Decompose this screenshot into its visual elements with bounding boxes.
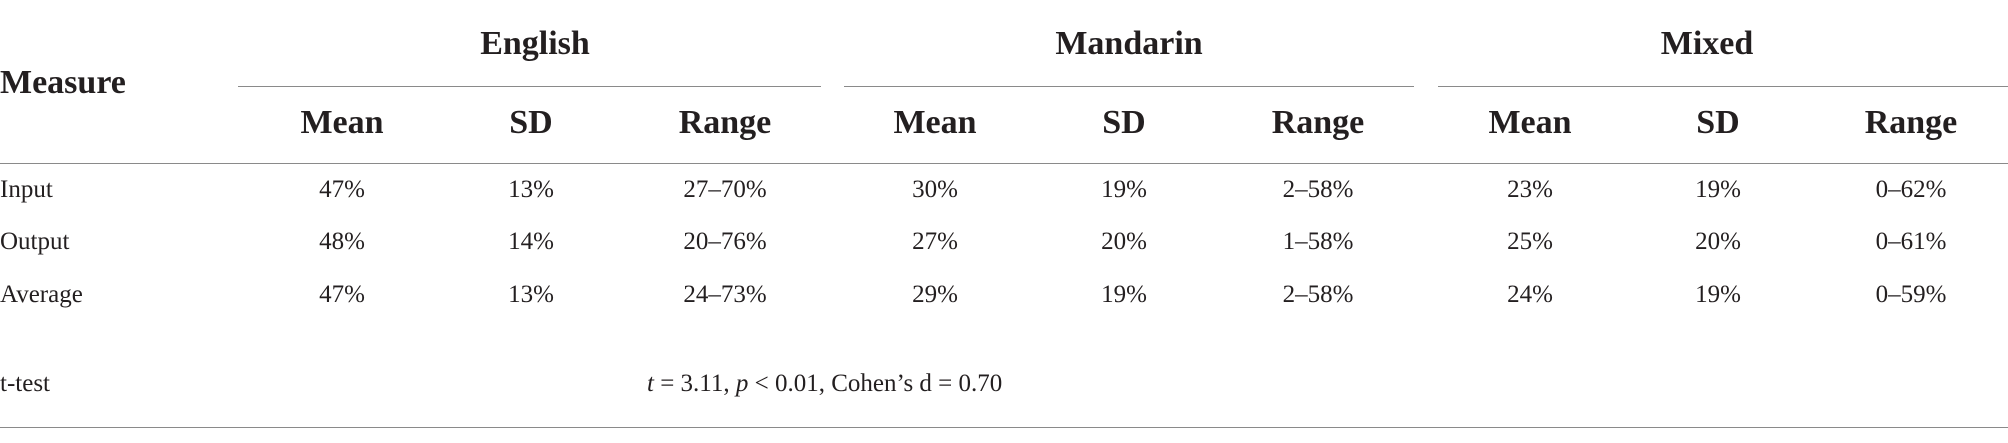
table-cell: 25% bbox=[1507, 228, 1553, 255]
table-cell: 0–62% bbox=[1875, 176, 1947, 203]
table-cell: 24–73% bbox=[683, 281, 767, 308]
table-cell: 24% bbox=[1507, 281, 1553, 308]
group-header-mixed: Mixed bbox=[1660, 25, 1754, 62]
table-cell: 20% bbox=[1101, 228, 1147, 255]
p-symbol: p bbox=[735, 370, 749, 397]
ttest-result: t = 3.11, p < 0.01, Cohen’s d = 0.70 bbox=[647, 371, 1002, 396]
subheader-mandarin-range: Range bbox=[1271, 104, 1365, 141]
table-cell: 23% bbox=[1507, 176, 1553, 203]
table-cell: 47% bbox=[319, 176, 365, 203]
row-label-output: Output bbox=[0, 228, 70, 255]
table-cell: 1–58% bbox=[1282, 228, 1354, 255]
subheader-mixed-sd: SD bbox=[1696, 104, 1740, 141]
subheader-mixed-range: Range bbox=[1864, 104, 1958, 141]
header-rule bbox=[0, 163, 2008, 164]
ttest-label: t-test bbox=[0, 370, 50, 397]
table-cell: 13% bbox=[508, 176, 554, 203]
group-header-mandarin: Mandarin bbox=[1055, 25, 1203, 62]
table-cell: 27% bbox=[912, 228, 958, 255]
group-rule-english bbox=[238, 86, 821, 87]
t-value: = 3.11, bbox=[653, 370, 736, 397]
table-cell: 19% bbox=[1101, 176, 1147, 203]
p-value-and-effect-size: < 0.01, Cohen’s d = 0.70 bbox=[748, 370, 1003, 397]
group-rule-mixed bbox=[1438, 86, 2008, 87]
table-cell: 19% bbox=[1695, 281, 1741, 308]
table-cell: 27–70% bbox=[683, 176, 767, 203]
table-cell: 2–58% bbox=[1282, 281, 1354, 308]
table-cell: 47% bbox=[319, 281, 365, 308]
table-cell: 19% bbox=[1695, 176, 1741, 203]
subheader-english-mean: Mean bbox=[300, 104, 384, 141]
table-cell: 29% bbox=[912, 281, 958, 308]
table-cell: 0–61% bbox=[1875, 228, 1947, 255]
table-cell: 0–59% bbox=[1875, 281, 1947, 308]
measure-header: Measure bbox=[0, 64, 126, 101]
subheader-mandarin-sd: SD bbox=[1102, 104, 1146, 141]
row-label-input: Input bbox=[0, 176, 53, 203]
row-label-average: Average bbox=[0, 281, 83, 308]
table-cell: 48% bbox=[319, 228, 365, 255]
bottom-rule bbox=[0, 427, 2008, 428]
table-cell: 14% bbox=[508, 228, 554, 255]
table-cell: 13% bbox=[508, 281, 554, 308]
group-rule-mandarin bbox=[844, 86, 1414, 87]
subheader-mixed-mean: Mean bbox=[1488, 104, 1572, 141]
subheader-english-sd: SD bbox=[509, 104, 553, 141]
table-cell: 20% bbox=[1695, 228, 1741, 255]
t-symbol: t bbox=[647, 370, 654, 397]
table-cell: 2–58% bbox=[1282, 176, 1354, 203]
subheader-english-range: Range bbox=[678, 104, 772, 141]
group-header-english: English bbox=[480, 25, 590, 62]
table-cell: 20–76% bbox=[683, 228, 767, 255]
table-cell: 19% bbox=[1101, 281, 1147, 308]
subheader-mandarin-mean: Mean bbox=[893, 104, 977, 141]
table-cell: 30% bbox=[912, 176, 958, 203]
